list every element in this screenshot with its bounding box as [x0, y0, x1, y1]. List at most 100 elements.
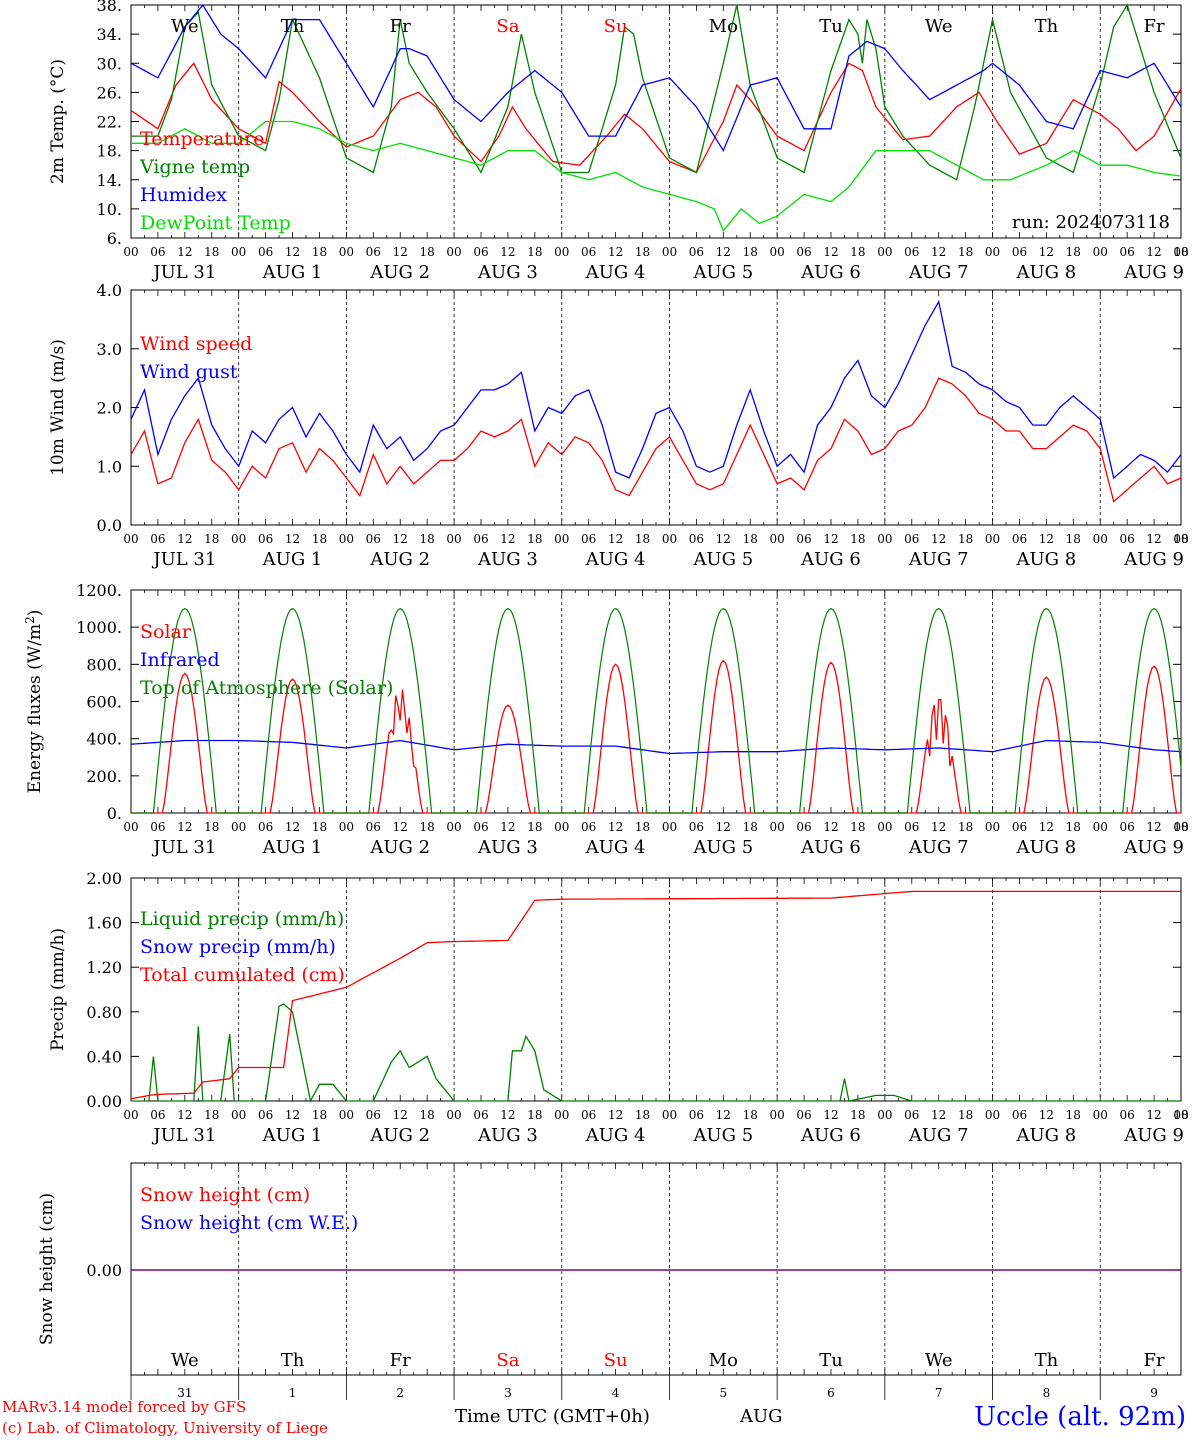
date-label: AUG 9	[1123, 262, 1184, 283]
series-wind-speed	[130, 377, 1182, 503]
y-tick-label: 400.	[86, 730, 122, 749]
y-tick-label: 1000.	[76, 618, 122, 637]
date-label: AUG 5	[692, 1125, 753, 1146]
legend-entry: Liquid precip (mm/h)	[140, 908, 344, 930]
hour-label: 06	[258, 1108, 273, 1122]
hour-label: 00	[662, 245, 677, 259]
hour-label: 00	[1173, 1108, 1188, 1122]
day-name-top: Th	[1035, 16, 1059, 37]
hour-label: 06	[1012, 820, 1027, 834]
lab-credit: (c) Lab. of Climatology, University of L…	[2, 1419, 328, 1437]
hour-label: 06	[258, 820, 273, 834]
hour-label: 12	[500, 1108, 515, 1122]
hour-label: 12	[177, 532, 192, 546]
hour-label: 00	[877, 1108, 892, 1122]
hour-label: 12	[716, 245, 731, 259]
hour-label: 18	[1066, 532, 1081, 546]
y-axis-label: 2m Temp. (°C)	[48, 59, 68, 184]
hour-label: 12	[285, 1108, 300, 1122]
hour-label: 06	[796, 532, 811, 546]
hour-label: 00	[446, 532, 461, 546]
hour-label: 12	[823, 1108, 838, 1122]
hour-label: 18	[635, 1108, 650, 1122]
hour-label: 06	[1120, 245, 1135, 259]
hour-label: 12	[1039, 245, 1054, 259]
y-tick-label: 34.	[97, 25, 122, 44]
panel-wind: 0.0 1.0 2.0 3.0 4.0 10m Wind (m/s) Wind speed W…	[48, 281, 1189, 570]
hour-label: 00	[123, 245, 138, 259]
day-name-bottom: We	[171, 1350, 199, 1371]
hour-label: 06	[150, 820, 165, 834]
date-label: AUG 3	[477, 549, 538, 570]
date-label: AUG 1	[262, 837, 323, 858]
y-tick-label: 18.	[97, 142, 122, 161]
hour-label: 00	[770, 245, 785, 259]
hour-label: 12	[1146, 820, 1161, 834]
hour-label: 18	[1066, 245, 1081, 259]
date-label: AUG 4	[585, 262, 646, 283]
y-tick-label: 10.	[97, 200, 122, 219]
y-tick-label: 0.80	[86, 1003, 122, 1022]
date-label: AUG 3	[477, 1125, 538, 1146]
hour-label: 12	[177, 245, 192, 259]
hour-label: 00	[339, 820, 354, 834]
day-number: 8	[1043, 1386, 1051, 1400]
hour-label: 00	[446, 245, 461, 259]
run-label: run: 2024073118	[1012, 212, 1170, 233]
y-tick-label: 3.0	[97, 340, 122, 359]
y-tick-label: 38.	[97, 0, 122, 15]
panel-snow: 0.00 Snow height (cm) Snow height (cm) Snow…	[37, 1162, 1182, 1376]
day-name-bottom: Tu	[819, 1350, 843, 1371]
hour-label: 06	[689, 532, 704, 546]
y-axis-label: Precip (mm/h)	[48, 928, 68, 1051]
hour-label: 18	[743, 532, 758, 546]
hour-label: 00	[1093, 532, 1108, 546]
legend-entry: Top of Atmosphere (Solar)	[140, 677, 393, 699]
date-label: AUG 3	[477, 262, 538, 283]
day-name-bottom: Mo	[709, 1350, 738, 1371]
hour-label: 06	[1120, 1108, 1135, 1122]
series-liquid-precip-mm-h-	[131, 1003, 1181, 1103]
day-name-bottom: Sa	[496, 1350, 519, 1371]
date-label: AUG 8	[1016, 837, 1077, 858]
y-tick-label: 1.20	[86, 958, 122, 977]
y-tick-label: 0.00	[86, 1092, 122, 1111]
hour-label: 06	[366, 532, 381, 546]
date-label: AUG 8	[1016, 1125, 1077, 1146]
hour-label: 06	[689, 245, 704, 259]
hour-label: 18	[527, 532, 542, 546]
hour-label: 12	[285, 245, 300, 259]
hour-label: 18	[850, 245, 865, 259]
date-label: AUG 5	[692, 262, 753, 283]
month-label: AUG	[740, 1406, 783, 1427]
hour-label: 18	[635, 820, 650, 834]
hour-label: 12	[608, 820, 623, 834]
date-label: AUG 6	[800, 837, 861, 858]
series-humidex	[130, 3, 1182, 153]
hour-label: 00	[339, 1108, 354, 1122]
date-label: JUL 31	[151, 262, 216, 283]
hour-label: 18	[958, 1108, 973, 1122]
hour-label: 00	[123, 532, 138, 546]
hour-label: 18	[743, 245, 758, 259]
hour-label: 00	[1093, 820, 1108, 834]
legend-entry: Vigne temp	[139, 156, 250, 178]
hour-label: 06	[904, 245, 919, 259]
hour-label: 00	[554, 820, 569, 834]
hour-label: 00	[985, 532, 1000, 546]
hour-label: 06	[689, 1108, 704, 1122]
date-label: AUG 5	[692, 837, 753, 858]
day-name-top: Fr	[390, 16, 411, 37]
hour-label: 06	[366, 1108, 381, 1122]
hour-label: 12	[823, 820, 838, 834]
y-tick-label: 30.	[97, 54, 122, 73]
hour-label: 12	[823, 245, 838, 259]
hour-label: 12	[823, 532, 838, 546]
legend-entry: Snow precip (mm/h)	[140, 936, 336, 958]
legend-entry: Snow height (cm W.E.)	[140, 1212, 358, 1234]
date-label: JUL 31	[151, 837, 216, 858]
hour-label: 12	[608, 1108, 623, 1122]
hour-label: 06	[473, 532, 488, 546]
hour-label: 06	[1012, 245, 1027, 259]
hour-label: 00	[662, 1108, 677, 1122]
